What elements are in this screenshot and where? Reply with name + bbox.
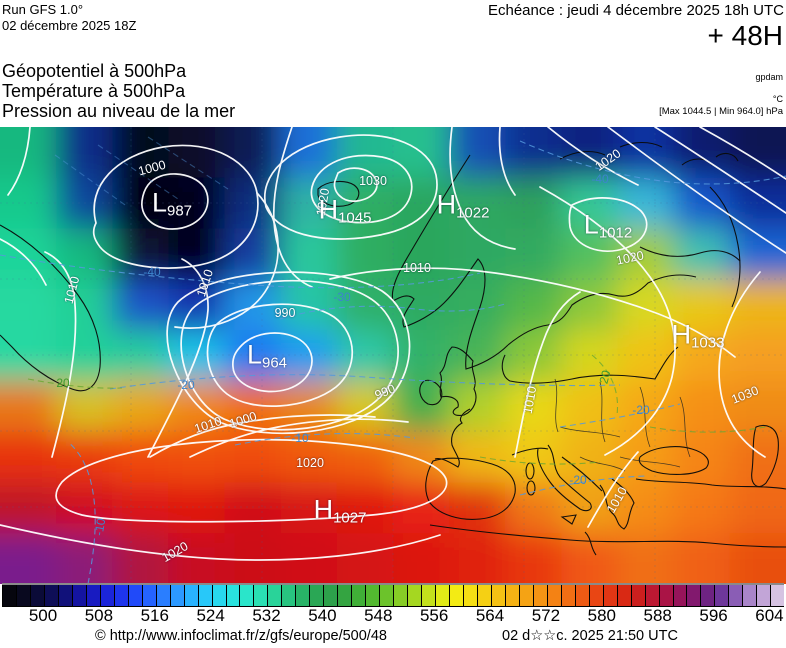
forecast-hour-label: + 48H (707, 20, 784, 51)
colorbar-cell (141, 585, 156, 607)
country-borders (554, 378, 691, 472)
scale-tick: 500 (28, 606, 58, 625)
colorbar-cell (225, 585, 240, 607)
colorbar-cell (546, 585, 561, 607)
colorbar-cell (449, 585, 463, 607)
scale-tick: 540 (308, 606, 337, 625)
colorbar-cell (351, 585, 366, 607)
parameter-temperature-label: Température à 500hPa (2, 81, 186, 101)
colorbar-cell (700, 585, 715, 607)
colorbar-cell (127, 585, 142, 607)
parameter-pressure-label: Pression au niveau de la mer (2, 101, 236, 121)
run-date-label: 02 décembre 2025 18Z (2, 18, 137, 33)
colorbar-cell (29, 585, 44, 607)
colorbar-cell (281, 585, 296, 607)
colorbar-cell (435, 585, 449, 607)
run-model-label: Run GFS 1.0° (2, 2, 84, 17)
colorbar-cell (588, 585, 603, 607)
scale-tick: 516 (140, 606, 169, 625)
graticule (0, 127, 786, 584)
scale-tick: 564 (475, 606, 505, 625)
colorbar-cell (421, 585, 436, 607)
scale-tick: 588 (643, 606, 672, 625)
unit-gpdam-label: gpdam (755, 72, 783, 82)
colorbar-cell (365, 585, 380, 607)
colorbar-cell (742, 585, 757, 607)
colorbar-cell (379, 585, 394, 607)
colorbar-cell (239, 585, 254, 607)
colorbar-cell (393, 585, 408, 607)
scale-tick: 604 (755, 606, 784, 625)
colorbar-cell (602, 585, 617, 607)
colorbar-cell (99, 585, 114, 607)
copyright-url: © http://www.infoclimat.fr/z/gfs/europe/… (95, 628, 387, 644)
colorbar-cell (71, 585, 86, 607)
colorbar-cell (728, 585, 743, 607)
scale-tick: 596 (699, 606, 728, 625)
colorbar-cell (714, 585, 729, 607)
generation-datetime: 02 d☆☆c. 2025 21:50 UTC (502, 628, 678, 644)
colorbar-cell (155, 585, 170, 607)
geopotential-colorbar (2, 583, 785, 607)
colorbar-cell (309, 585, 324, 607)
colorbar-cell (658, 585, 673, 607)
parameter-geopotential-label: Géopotentiel à 500hPa (2, 61, 187, 81)
colorbar-cell (15, 585, 30, 607)
colorbar-cell (630, 585, 645, 607)
colorbar-cell (490, 585, 505, 607)
colorbar-cell (616, 585, 631, 607)
colorbar-cell (407, 585, 422, 607)
colorbar-cell (2, 585, 16, 607)
colorbar-cell (43, 585, 58, 607)
colorbar-tick-labels: 500 508 516 524 532 540 548 556 564 572 580 588 596 6… (0, 606, 786, 628)
colorbar-cell (770, 585, 785, 607)
valid-time-label: Echéance : jeudi 4 décembre 2025 18h UTC (487, 2, 784, 19)
colorbar-cell (686, 585, 701, 607)
colorbar-cell (211, 585, 226, 607)
scale-tick: 556 (419, 606, 449, 625)
colorbar-cell (337, 585, 352, 607)
colorbar-cell (532, 585, 547, 607)
temperature-contours-warm (27, 354, 771, 465)
colorbar-cell (169, 585, 184, 607)
pressure-minmax-label: [Max 1044.5 | Min 964.0] hPa (659, 106, 783, 117)
colorbar-cell (183, 585, 198, 607)
colorbar-cell (560, 585, 575, 607)
geopotential-field (0, 127, 786, 584)
colorbar-cell (253, 585, 268, 607)
colorbar-cell (672, 585, 687, 607)
scale-tick: 580 (587, 606, 616, 625)
unit-celsius-label: °C (772, 94, 783, 104)
colorbar-cell (267, 585, 282, 607)
colorbar-cell (504, 585, 519, 607)
colorbar-cell (756, 585, 771, 607)
temperature-contours (0, 136, 786, 584)
colorbar-cell (462, 585, 477, 607)
colorbar-cell (57, 585, 72, 607)
scale-tick: 548 (364, 606, 393, 625)
colorbar-cell (197, 585, 212, 607)
colorbar-cell (518, 585, 533, 607)
coastlines (0, 141, 786, 556)
weather-map (0, 127, 786, 584)
colorbar-cell (323, 585, 338, 607)
colorbar-cell (85, 585, 100, 607)
scale-tick: 508 (84, 606, 114, 625)
colorbar-cell (574, 585, 589, 607)
scale-tick: 572 (531, 606, 561, 625)
colorbar-cell (644, 585, 659, 607)
colorbar-cell (476, 585, 491, 607)
isobar-contours (0, 127, 786, 561)
scale-tick: 524 (196, 606, 225, 625)
scale-tick: 532 (252, 606, 281, 625)
colorbar-cell (295, 585, 310, 607)
colorbar-cell (113, 585, 128, 607)
